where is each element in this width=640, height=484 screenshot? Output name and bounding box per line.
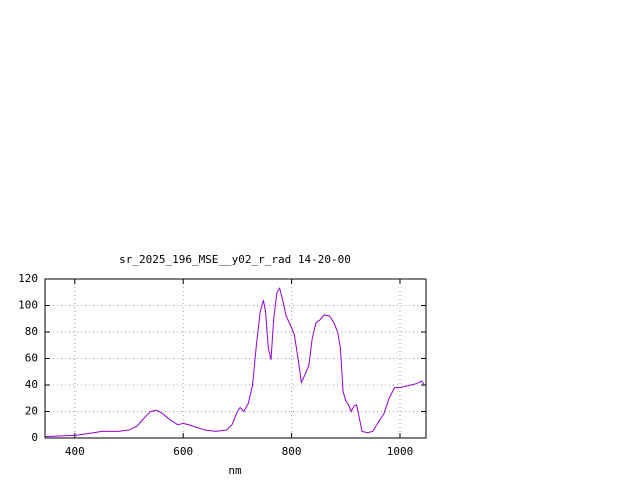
plot-frame bbox=[44, 278, 427, 439]
y-tick-label: 40 bbox=[25, 378, 38, 391]
data-line bbox=[44, 287, 425, 438]
y-tick-label: 100 bbox=[18, 299, 38, 312]
y-tick-label: 120 bbox=[18, 272, 38, 285]
chart-title: sr_2025_196_MSE__y02_r_rad 14-20-00 bbox=[119, 253, 351, 266]
x-tick-label: 1000 bbox=[387, 445, 414, 458]
y-tick-label: 60 bbox=[25, 352, 38, 365]
y-tick-label: 20 bbox=[25, 405, 38, 418]
x-axis-label: nm bbox=[228, 464, 242, 477]
y-tick-label: 80 bbox=[25, 325, 38, 338]
x-tick-label: 400 bbox=[65, 445, 85, 458]
x-tick-label: 600 bbox=[173, 445, 193, 458]
x-tick-label: 800 bbox=[282, 445, 302, 458]
y-tick-label: 0 bbox=[31, 431, 38, 444]
